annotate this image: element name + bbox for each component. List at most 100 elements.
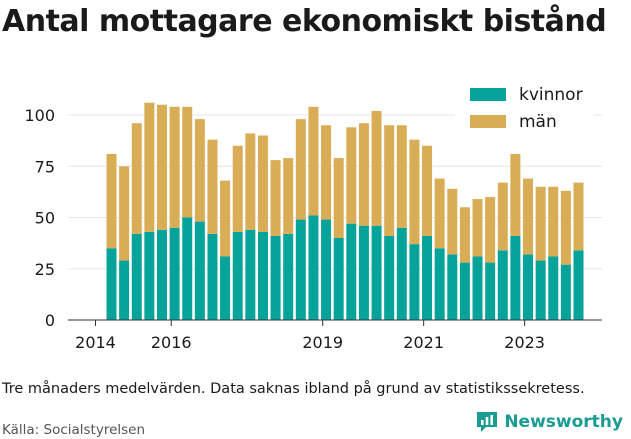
axes: 0 25 50 75 100 2014 2016 2019 2021 2023 [24, 106, 602, 352]
bar-man [106, 153, 117, 249]
bar-kvinnor [371, 225, 382, 320]
bars [106, 102, 584, 320]
bar-kvinnor [447, 254, 458, 320]
bar-kvinnor [106, 248, 117, 320]
bar-man [497, 182, 508, 251]
y-tick-label: 75 [35, 157, 55, 176]
bar-kvinnor [472, 256, 483, 320]
newsworthy-icon [477, 412, 498, 432]
bar-man [409, 139, 420, 245]
x-tick-label: 2016 [151, 333, 192, 352]
bar-man [270, 160, 281, 236]
bar-man [560, 190, 571, 265]
y-tick-label: 100 [24, 106, 55, 125]
bar-kvinnor [245, 229, 256, 320]
bar-kvinnor [232, 231, 243, 320]
bar-man [434, 178, 445, 249]
bar-kvinnor [535, 260, 546, 320]
bar-kvinnor [358, 225, 369, 320]
x-tick-label: 2014 [75, 333, 116, 352]
bar-kvinnor [409, 244, 420, 320]
x-tick-label: 2021 [403, 333, 444, 352]
newsworthy-label: Newsworthy [504, 412, 623, 432]
bar-man [548, 186, 559, 257]
bar-kvinnor [220, 256, 231, 320]
y-tick-label: 0 [45, 311, 55, 330]
bar-kvinnor [321, 219, 332, 320]
bar-kvinnor [459, 262, 470, 320]
chart-title: Antal mottagare ekonomiskt bistånd [2, 4, 607, 39]
y-tick-label: 25 [35, 260, 55, 279]
x-tick-label: 2023 [504, 333, 545, 352]
bar-man [384, 125, 395, 236]
bar-kvinnor [485, 262, 496, 320]
bar-kvinnor [169, 227, 180, 320]
x-tick-label: 2019 [302, 333, 343, 352]
bar-man [358, 123, 369, 226]
bar-man [194, 119, 205, 222]
bar-kvinnor [119, 260, 130, 320]
bar-man [207, 139, 218, 234]
bar-chart: 0 25 50 75 100 2014 2016 2019 2021 2023 kvinnor m… [24, 80, 602, 352]
bar-man [459, 207, 470, 263]
bar-kvinnor [396, 227, 407, 320]
bar-kvinnor [333, 238, 344, 320]
bar-man [321, 125, 332, 220]
bar-man [245, 133, 256, 230]
bar-kvinnor [308, 215, 319, 320]
bar-kvinnor [156, 229, 167, 320]
bar-man [182, 106, 193, 218]
bar-kvinnor [194, 221, 205, 320]
legend-label-kvinnor: kvinnor [519, 85, 583, 105]
bar-kvinnor [560, 264, 571, 320]
bar-kvinnor [497, 250, 508, 320]
bar-kvinnor [144, 231, 155, 320]
bar-kvinnor [434, 248, 445, 320]
bar-man [333, 158, 344, 238]
bar-man [573, 182, 584, 251]
bar-man [371, 110, 382, 226]
newsworthy-logo[interactable]: Newsworthy [475, 410, 623, 434]
bar-kvinnor [283, 233, 294, 320]
bar-man [295, 119, 306, 220]
y-tick-label: 50 [35, 209, 55, 228]
bar-man [144, 102, 155, 232]
bar-man [472, 199, 483, 257]
bar-kvinnor [422, 235, 433, 320]
bar-man [422, 145, 433, 236]
footnote: Tre månaders medelvärden. Data saknas ib… [2, 381, 585, 397]
bar-man [169, 106, 180, 228]
bar-man [510, 153, 521, 236]
bar-kvinnor [207, 233, 218, 320]
bar-kvinnor [270, 235, 281, 320]
bar-kvinnor [384, 235, 395, 320]
source-text: Källa: Socialstyrelsen [2, 422, 146, 438]
bar-kvinnor [346, 223, 357, 320]
legend-label-man: män [519, 112, 557, 132]
bar-kvinnor [548, 256, 559, 320]
bar-man [131, 123, 142, 234]
bar-kvinnor [182, 217, 193, 320]
bar-man [447, 188, 458, 255]
bar-man [156, 104, 167, 230]
bar-kvinnor [295, 219, 306, 320]
bar-man [308, 106, 319, 216]
bar-man [523, 178, 534, 255]
bar-man [396, 125, 407, 228]
bar-man [346, 127, 357, 224]
legend-swatch-man [470, 115, 506, 128]
bar-kvinnor [257, 231, 268, 320]
bar-man [485, 197, 496, 263]
legend-swatch-kvinnor [470, 88, 506, 101]
bar-man [535, 186, 546, 261]
legend: kvinnor män [455, 80, 595, 140]
bar-kvinnor [131, 233, 142, 320]
bar-kvinnor [573, 250, 584, 320]
bar-man [283, 158, 294, 234]
bar-man [232, 145, 243, 232]
bar-man [119, 166, 130, 261]
bar-man [220, 180, 231, 257]
bar-man [257, 135, 268, 232]
bar-kvinnor [523, 254, 534, 320]
bar-kvinnor [510, 235, 521, 320]
